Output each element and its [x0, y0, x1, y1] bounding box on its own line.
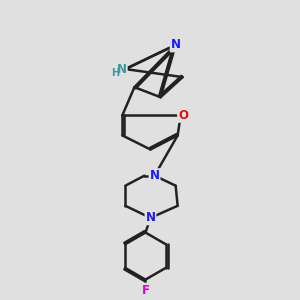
Text: O: O	[178, 109, 188, 122]
Text: N: N	[117, 63, 127, 76]
Text: H: H	[111, 68, 119, 78]
Text: N: N	[146, 212, 155, 224]
Text: N: N	[149, 169, 160, 182]
Text: F: F	[142, 284, 149, 297]
Text: N: N	[171, 38, 181, 51]
